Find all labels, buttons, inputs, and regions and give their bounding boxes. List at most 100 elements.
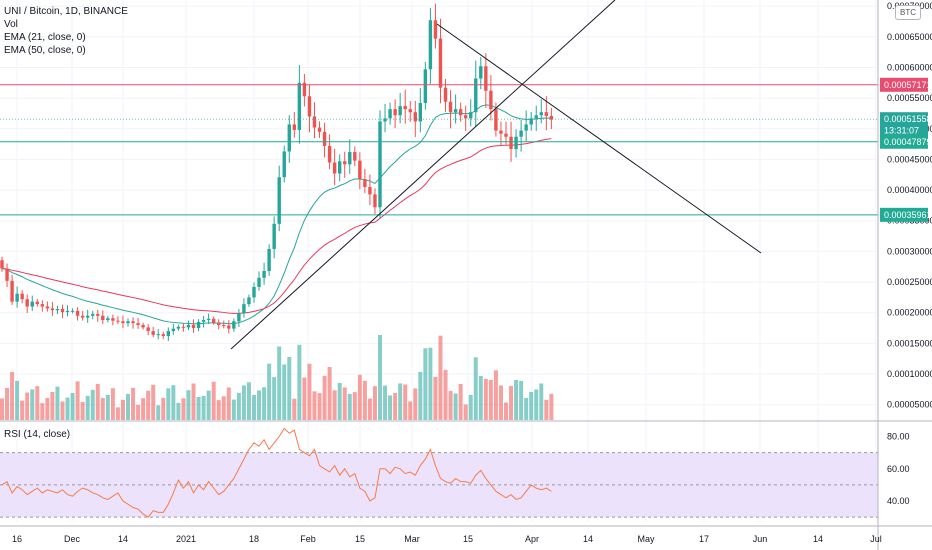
- candle-body-90: [453, 109, 458, 113]
- volume-bar-32: [161, 397, 166, 420]
- rsi-tick-1: 60.00: [887, 464, 910, 474]
- candle-body-16: [80, 315, 85, 318]
- time-label-0: 16: [12, 534, 22, 544]
- volume-bar-54: [272, 377, 277, 420]
- volume-bar-26: [131, 387, 136, 420]
- candle-body-80: [403, 106, 407, 110]
- volume-bar-36: [181, 398, 186, 420]
- time-label-12: 17: [699, 534, 709, 544]
- candle-body-97: [489, 90, 493, 110]
- candle-body-8: [40, 304, 45, 307]
- candle-body-1: [5, 268, 9, 281]
- candle-body-105: [529, 118, 533, 125]
- candle-body-51: [257, 277, 261, 287]
- volume-bar-39: [196, 396, 201, 420]
- volume-bar-33: [166, 388, 171, 420]
- candle-body-77: [388, 109, 392, 119]
- price-label-text-4: 0.00035961: [884, 210, 932, 220]
- legend-symbol[interactable]: UNI / Bitcoin, 1D, BINANCE: [4, 6, 128, 17]
- candle-body-53: [267, 248, 271, 272]
- legend-rsi[interactable]: RSI (14, close): [4, 429, 71, 440]
- candle-body-20: [101, 315, 105, 321]
- time-label-14: 14: [813, 534, 823, 544]
- volume-bar-47: [236, 392, 241, 420]
- time-label-6: 15: [355, 534, 365, 544]
- volume-bar-97: [488, 379, 493, 420]
- candle-body-42: [211, 318, 216, 323]
- volume-bar-17: [85, 395, 90, 420]
- price-label-text-1: 0.00051558: [884, 114, 932, 124]
- candle-body-102: [514, 136, 518, 149]
- volume-bar-77: [388, 395, 393, 420]
- volume-bar-22: [110, 388, 115, 420]
- currency-button[interactable]: BTC: [895, 5, 921, 20]
- rsi-band: [0, 452, 878, 518]
- candle-body-99: [499, 130, 503, 134]
- downtrend-line: [436, 23, 762, 254]
- price-axis[interactable]: 0.000700000.000650000.000600000.00055000…: [887, 1, 932, 410]
- rsi-tick-2: 40.00: [887, 496, 910, 506]
- legend-ema21[interactable]: EMA (21, close, 0): [4, 32, 86, 43]
- volume-bar-75: [378, 335, 382, 420]
- volume-bar-96: [483, 378, 488, 420]
- candle-body-109: [549, 115, 554, 120]
- time-label-3: 2021: [176, 534, 196, 544]
- candle-body-0: [0, 260, 4, 269]
- horizontal-levels[interactable]: [0, 84, 878, 216]
- candle-body-31: [156, 334, 160, 336]
- candle-body-62: [312, 116, 317, 128]
- legend-volume[interactable]: Vol: [4, 19, 18, 30]
- candle-body-15: [75, 310, 80, 316]
- volume-bar-27: [136, 404, 141, 420]
- volume-bar-1: [5, 387, 10, 420]
- candle-body-67: [337, 161, 342, 174]
- volume-bar-64: [322, 375, 327, 420]
- candle-body-7: [35, 301, 39, 305]
- volume-bar-72: [362, 380, 367, 420]
- volume-bar-107: [539, 383, 544, 420]
- price-tick-11: 0.00015000: [887, 338, 932, 348]
- candle-body-6: [30, 301, 34, 307]
- candle-body-66: [332, 162, 337, 174]
- trendlines[interactable]: [230, 0, 762, 350]
- volume-bar-30: [151, 384, 156, 420]
- volume-bar-37: [186, 390, 191, 420]
- rsi-line: [1, 427, 552, 518]
- candle-body-5: [25, 299, 29, 307]
- legend-ema50[interactable]: EMA (50, close, 0): [4, 45, 86, 56]
- price-tick-12: 0.00010000: [887, 369, 932, 379]
- volume-bar-105: [529, 391, 534, 420]
- volume-bar-102: [514, 379, 519, 420]
- candle-body-44: [222, 324, 226, 326]
- candle-body-58: [292, 124, 297, 130]
- time-axis[interactable]: 16 Dec 14 2021 18 Feb 15 Mar 15 Apr 14 May 17 Jun 14 Ju…: [12, 534, 882, 544]
- volume-bar-2: [10, 372, 15, 420]
- rsi-axis[interactable]: 80.00 60.00 40.00: [887, 432, 910, 507]
- candle-body-57: [287, 124, 291, 152]
- price-tick-2: 0.00060000: [887, 62, 932, 72]
- candle-body-35: [176, 326, 181, 329]
- volume-bar-66: [332, 390, 337, 420]
- candle-body-65: [327, 145, 332, 163]
- volume-bar-16: [80, 401, 85, 420]
- volume-bar-51: [257, 390, 262, 420]
- candle-body-55: [277, 177, 281, 224]
- volume-bar-34: [171, 385, 176, 420]
- price-tick-3: 0.00055000: [887, 93, 932, 103]
- price-label-box-3: [880, 134, 928, 149]
- volume-bar-38: [191, 383, 196, 420]
- volume-bar-84: [423, 348, 428, 420]
- candle-body-54: [272, 223, 276, 249]
- volume-bar-98: [493, 370, 498, 420]
- volume-bar-60: [302, 377, 307, 420]
- price-label-box-2: [880, 123, 928, 138]
- candle-body-19: [96, 313, 100, 316]
- volume-bar-82: [413, 388, 418, 420]
- candle-body-79: [398, 106, 402, 116]
- volume-bar-29: [146, 390, 151, 420]
- candle-body-63: [317, 127, 322, 132]
- candle-body-70: [353, 152, 357, 161]
- volume-bar-74: [372, 386, 377, 420]
- candle-body-2: [10, 280, 14, 302]
